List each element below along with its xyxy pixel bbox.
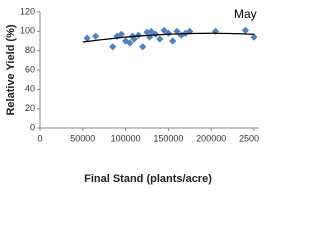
data-point (83, 34, 91, 42)
trendline (82, 32, 255, 43)
data-point (92, 32, 100, 40)
y-tick-label: 80 (25, 45, 35, 55)
data-point (117, 30, 125, 38)
chart-title: May (234, 7, 257, 21)
chart: May Relative Yield (%) Final Stand (plan… (5, 6, 259, 185)
data-point (241, 26, 250, 34)
y-axis-title: Relative Yield (%) (5, 24, 17, 115)
data-point (130, 35, 138, 43)
x-tick-label: 50000 (70, 133, 95, 143)
y-tick-label: 20 (25, 103, 35, 113)
x-tick-label: 100000 (111, 133, 141, 143)
data-point (151, 30, 160, 38)
data-point (160, 26, 168, 34)
data-point (250, 33, 258, 41)
y-tick-label: 40 (25, 84, 35, 94)
y-tick-label: 100 (20, 26, 35, 36)
x-tick-label: 150000 (153, 133, 183, 143)
data-point (126, 39, 134, 47)
x-tick-label: 250000 (239, 133, 259, 143)
data-point (164, 29, 172, 37)
x-axis-title: Final Stand (plants/acre) (84, 173, 212, 185)
page: {"chart_data": {"type": "scatter", "titl… (4, 6, 259, 185)
data-point (147, 27, 155, 35)
y-tick-label: 0 (30, 122, 35, 132)
y-tick-label: 120 (20, 6, 35, 16)
x-tick-label: 200000 (196, 133, 226, 143)
y-tick-label: 60 (25, 64, 35, 74)
x-tick-label: 0 (37, 133, 42, 143)
data-point (134, 31, 143, 39)
data-point (173, 27, 181, 35)
data-point (169, 37, 177, 45)
data-point (139, 43, 147, 51)
data-point (156, 35, 164, 43)
data-point (109, 43, 117, 51)
